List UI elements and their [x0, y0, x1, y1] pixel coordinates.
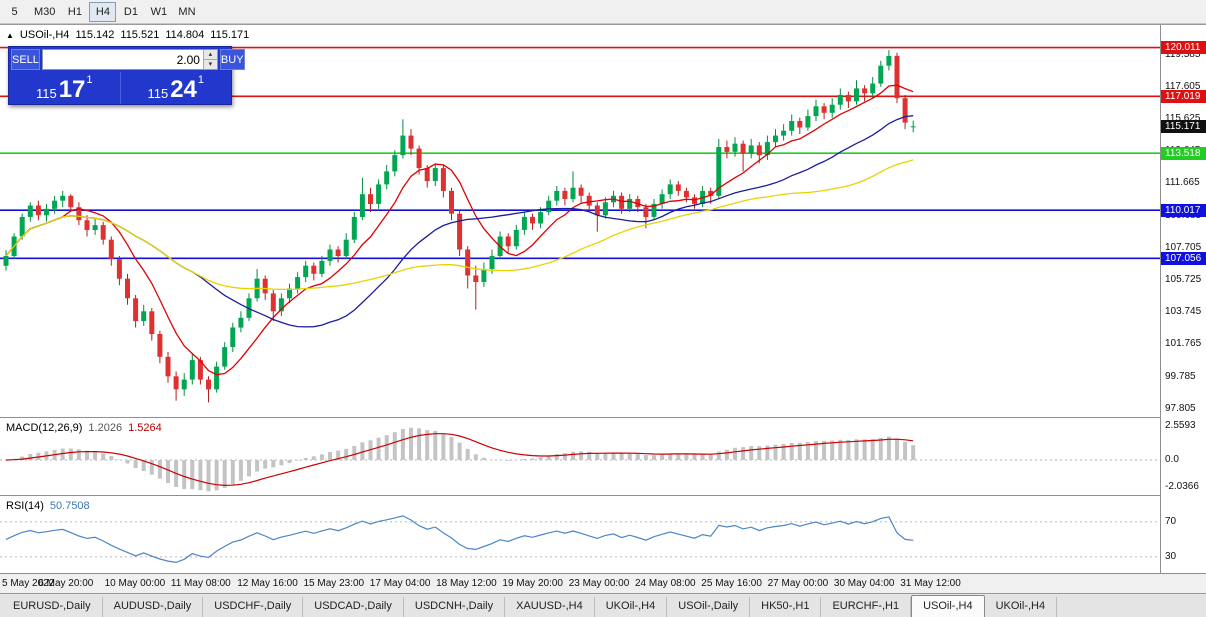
time-axis-label: 11 May 08:00 — [170, 578, 231, 589]
macd-header: MACD(12,26,9) 1.2026 1.5264 — [6, 422, 162, 434]
volume-input[interactable] — [42, 50, 203, 69]
volume-down-button[interactable]: ▾ — [203, 59, 217, 69]
macd-pane[interactable] — [0, 419, 1160, 495]
timeframe-button-h4[interactable]: H4 — [89, 1, 117, 22]
time-axis-label: 18 May 12:00 — [436, 578, 497, 589]
collapse-icon[interactable]: ▲ — [6, 30, 14, 40]
chart-tab-usdcad-daily[interactable]: USDCAD-,Daily — [303, 597, 404, 617]
ask-pips: 24 — [170, 76, 197, 103]
timeframe-toolbar: 5 M30 H1 H4 D1 W1 MN — [0, 0, 1206, 24]
volume-up-button[interactable]: ▴ — [203, 50, 217, 59]
price-level-tag: 113.518 — [1161, 146, 1206, 160]
price-axis[interactable]: 119.585117.605115.625113.645111.665109.6… — [1160, 25, 1206, 573]
chart-tab-audusd-daily[interactable]: AUDUSD-,Daily — [103, 597, 204, 617]
chart-window: ▲ USOil-,H4 115.142 115.521 114.804 115.… — [0, 24, 1206, 594]
volume-box: ▴ ▾ — [41, 49, 218, 70]
timeframe-button-5[interactable]: 5 — [1, 2, 28, 22]
price-level-tag: 110.017 — [1161, 203, 1206, 217]
macd-axis-tick: 0.0 — [1165, 454, 1179, 465]
macd-axis-tick: 2.5593 — [1165, 419, 1196, 431]
timeframe-button-h1[interactable]: H1 — [61, 2, 88, 22]
time-axis-label: 25 May 16:00 — [701, 578, 762, 589]
bid-pips: 17 — [58, 76, 86, 103]
one-click-trading-panel: SELL ▴ ▾ BUY 115 17 1 115 — [8, 46, 245, 105]
price-tick: 105.725 — [1165, 274, 1202, 285]
price-tick: 111.665 — [1165, 177, 1200, 189]
ohlc-low: 114.804 — [165, 29, 205, 41]
chart-tab-xauusd-h4[interactable]: XAUUSD-,H4 — [505, 597, 595, 617]
rsi-pane[interactable] — [0, 497, 1160, 573]
time-axis-label: 23 May 00:00 — [568, 578, 630, 589]
volume-spinner: ▴ ▾ — [202, 50, 217, 69]
price-tick: 97.805 — [1165, 402, 1196, 414]
macd-title: MACD(12,26,9) — [6, 422, 83, 434]
macd-signal-value: 1.5264 — [128, 422, 162, 434]
timeframe-button-w1[interactable]: W1 — [145, 2, 172, 22]
ohlc-high: 115.521 — [120, 29, 160, 41]
time-axis[interactable]: 5 May 2022 6 May 20:00 10 May 00:00 11 May … — [0, 573, 1206, 594]
time-axis-label: 15 May 23:00 — [303, 578, 365, 589]
price-level-tag: 120.011 — [1161, 41, 1206, 55]
time-axis-label: 27 May 00:00 — [767, 578, 829, 589]
rsi-value: 50.7508 — [49, 500, 90, 512]
price-tick: 117.605 — [1165, 80, 1201, 92]
timeframe-button-mn[interactable]: MN — [173, 2, 200, 22]
time-axis-label: 30 May 04:00 — [833, 578, 895, 589]
macd-value: 1.2026 — [88, 422, 123, 434]
time-axis-label: 17 May 04:00 — [369, 578, 431, 589]
ohlc-open: 115.142 — [75, 29, 115, 41]
chart-tab-usoil-h4[interactable]: USOil-,H4 — [911, 595, 985, 617]
timeframe-button-d1[interactable]: D1 — [117, 2, 144, 22]
price-tick: 99.785 — [1165, 370, 1196, 382]
price-tick: 107.705 — [1165, 241, 1202, 253]
chart-tab-hk50-h1[interactable]: HK50-,H1 — [750, 597, 822, 617]
pane-separator[interactable] — [0, 417, 1206, 418]
time-axis-label: 6 May 20:00 — [38, 578, 94, 589]
time-axis-label: 5 May 2022 — [2, 578, 55, 589]
ask-fraction: 1 — [197, 74, 205, 86]
pane-separator[interactable] — [0, 495, 1206, 496]
chart-tab-eurchf-h1[interactable]: EURCHF-,H1 — [821, 597, 912, 617]
buy-button[interactable]: BUY — [219, 49, 245, 70]
chart-tab-eurusd-daily[interactable]: EURUSD-,Daily — [2, 597, 103, 617]
time-axis-label: 12 May 16:00 — [237, 578, 298, 589]
time-axis-label: 24 May 08:00 — [635, 578, 696, 589]
price-level-tag: 107.056 — [1161, 251, 1206, 265]
chart-tab-usdcnh-daily[interactable]: USDCNH-,Daily — [404, 597, 506, 617]
chart-title-bar: ▲ USOil-,H4 115.142 115.521 114.804 115.… — [6, 29, 249, 41]
sell-button[interactable]: SELL — [11, 49, 40, 70]
rsi-title: RSI(14) — [6, 500, 44, 512]
time-axis-label: 31 May 12:00 — [900, 578, 961, 589]
time-axis-label: 19 May 20:00 — [502, 578, 563, 589]
price-tick: 101.765 — [1165, 338, 1202, 350]
time-axis-label: 10 May 00:00 — [104, 578, 166, 589]
price-level-tag: 117.019 — [1161, 89, 1206, 103]
current-price-tag: 115.171 — [1161, 119, 1206, 133]
timeframe-button-m30[interactable]: M30 — [29, 2, 60, 22]
chart-tab-usoil-daily[interactable]: USOil-,Daily — [667, 597, 751, 617]
rsi-axis-tick: 70 — [1165, 515, 1177, 527]
price-tick: 115.625 — [1165, 112, 1201, 124]
bid-price[interactable]: 115 17 1 — [9, 72, 120, 104]
bid-fraction: 1 — [86, 74, 93, 86]
chart-tab-ukoil-h4[interactable]: UKOil-,H4 — [985, 597, 1058, 617]
chart-tab-usdchf-daily[interactable]: USDCHF-,Daily — [203, 597, 304, 617]
chart-tab-ukoil-h4[interactable]: UKOil-,H4 — [595, 597, 668, 617]
bid-main: 115 — [35, 86, 57, 101]
price-chart-pane[interactable] — [0, 25, 1160, 417]
macd-axis-tick: -2.0366 — [1165, 481, 1199, 493]
chart-tab-bar: EURUSD-,Daily AUDUSD-,Daily USDCHF-,Daily U… — [0, 593, 1206, 617]
rsi-header: RSI(14) 50.7508 — [6, 500, 90, 512]
price-tick: 103.745 — [1165, 306, 1202, 318]
chart-symbol-label: USOil-,H4 — [19, 29, 70, 41]
rsi-axis-tick: 30 — [1165, 550, 1177, 562]
ohlc-close: 115.171 — [210, 29, 250, 41]
ask-main: 115 — [147, 86, 169, 101]
ask-price[interactable]: 115 24 1 — [119, 72, 232, 104]
